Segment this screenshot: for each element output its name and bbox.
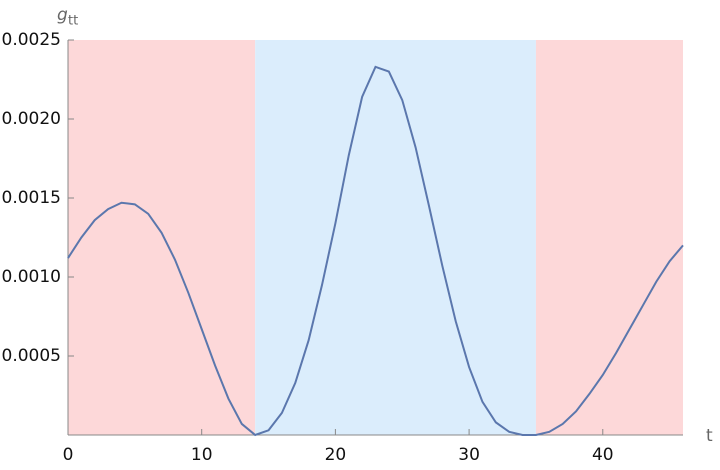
y-tick-label: 0.0005 bbox=[2, 346, 61, 366]
x-axis-label: t bbox=[706, 426, 713, 446]
curve bbox=[67, 65, 684, 437]
y-tick-label: 0.0020 bbox=[2, 109, 61, 129]
y-tick-label: 0.0010 bbox=[2, 267, 61, 287]
x-tick-label: 40 bbox=[592, 445, 614, 465]
x-tick-label: 0 bbox=[63, 445, 74, 465]
y-tick-label: 0.0025 bbox=[2, 30, 61, 50]
y-tick-label: 0.0015 bbox=[2, 188, 61, 208]
x-tick-label: 30 bbox=[458, 445, 480, 465]
y-axis-label: g bbox=[57, 5, 68, 25]
region bbox=[68, 40, 256, 435]
y-axis-label-subscript: tt bbox=[68, 14, 78, 29]
x-tick-label: 20 bbox=[325, 445, 347, 465]
region bbox=[535, 40, 683, 435]
x-tick-label: 10 bbox=[191, 445, 213, 465]
region bbox=[255, 40, 536, 435]
